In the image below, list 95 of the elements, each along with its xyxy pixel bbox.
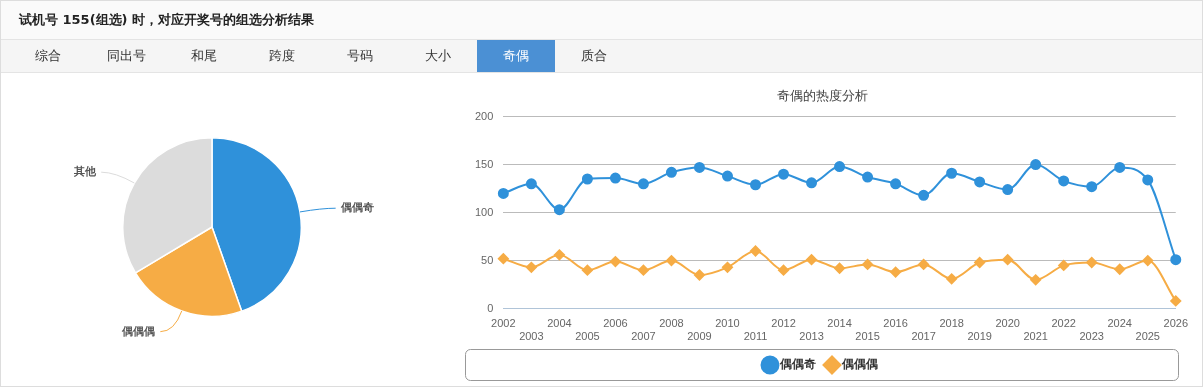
x-tick-label: 2018 xyxy=(939,317,964,330)
x-tick-label: 2002 xyxy=(491,317,516,330)
x-tick-label: 2020 xyxy=(995,317,1020,330)
point xyxy=(1030,274,1042,286)
point xyxy=(890,178,902,190)
point xyxy=(806,254,818,266)
text: 跨度 xyxy=(268,47,296,65)
x-tick-label: 2014 xyxy=(827,317,852,330)
y-tick-label: 100 xyxy=(474,205,494,218)
point xyxy=(1058,259,1070,271)
slice-label: 偶偶偶 xyxy=(121,324,156,338)
point xyxy=(750,245,762,257)
point xyxy=(834,262,846,274)
y-tick-label: 200 xyxy=(474,109,494,122)
point xyxy=(525,261,537,273)
point xyxy=(1058,175,1070,187)
point xyxy=(581,173,593,185)
point xyxy=(553,204,565,216)
point xyxy=(637,264,649,276)
x-tick-label: 2015 xyxy=(855,330,880,343)
text: 试机号 155(组选) 时，对应开奖号的组选分析结果 xyxy=(1,1,1202,40)
text: 和尾 xyxy=(190,47,218,65)
point xyxy=(806,177,818,189)
point xyxy=(497,253,509,265)
y-tick-label: 0 xyxy=(487,301,494,314)
point xyxy=(750,179,762,191)
point xyxy=(1002,254,1014,266)
point xyxy=(1170,254,1182,266)
point xyxy=(1114,161,1126,173)
point xyxy=(834,161,846,173)
point xyxy=(1030,159,1042,171)
text: 同出号 xyxy=(105,47,147,65)
point xyxy=(946,167,958,179)
point xyxy=(778,264,790,276)
chart-title: 奇偶的热度分析 xyxy=(776,88,868,104)
point xyxy=(862,171,874,183)
point xyxy=(1142,255,1154,267)
x-tick-label: 2026 xyxy=(1163,317,1189,330)
x-tick-label: 2006 xyxy=(603,317,628,330)
point xyxy=(553,249,565,261)
point xyxy=(946,273,958,285)
y-tick-label: 50 xyxy=(481,253,494,266)
x-tick-label: 2024 xyxy=(1107,317,1132,330)
text: 大小 xyxy=(424,47,452,65)
point xyxy=(974,176,986,188)
x-tick-label: 2017 xyxy=(911,330,936,343)
point xyxy=(721,261,733,273)
x-tick-label: 2025 xyxy=(1135,330,1160,343)
x-tick-label: 2011 xyxy=(743,330,768,343)
x-tick-label: 2008 xyxy=(659,317,684,330)
point xyxy=(1086,181,1098,193)
point xyxy=(890,266,902,278)
text: 综合 xyxy=(34,47,62,65)
point xyxy=(665,166,677,178)
point xyxy=(1142,174,1154,186)
point xyxy=(1002,184,1014,196)
point xyxy=(918,258,930,270)
point xyxy=(665,255,677,267)
point xyxy=(609,172,621,184)
x-tick-label: 2009 xyxy=(687,330,712,343)
x-tick-label: 2016 xyxy=(883,317,908,330)
x-tick-label: 2003 xyxy=(519,330,544,343)
point xyxy=(609,256,621,268)
x-tick-label: 2019 xyxy=(967,330,992,343)
point xyxy=(637,178,649,190)
point xyxy=(721,170,733,182)
y-tick-label: 150 xyxy=(474,157,494,170)
x-tick-label: 2005 xyxy=(575,330,600,343)
point xyxy=(1114,263,1126,275)
x-tick-label: 2012 xyxy=(771,317,796,330)
point xyxy=(1170,295,1182,307)
text: 奇偶 xyxy=(477,40,555,72)
x-tick-label: 2021 xyxy=(1023,330,1048,343)
text: 号码 xyxy=(346,47,374,65)
x-tick-label: 2004 xyxy=(547,317,572,330)
point xyxy=(525,178,537,190)
x-tick-label: 2010 xyxy=(715,317,740,330)
point xyxy=(693,161,705,173)
text: 质合 xyxy=(580,47,608,65)
point xyxy=(778,168,790,180)
legend-label: 偶偶偶 xyxy=(841,357,878,372)
legend-label: 偶偶奇 xyxy=(779,357,816,372)
point xyxy=(974,257,986,269)
point xyxy=(581,264,593,276)
x-tick-label: 2013 xyxy=(799,330,824,343)
x-tick-label: 2007 xyxy=(631,330,656,343)
x-tick-label: 2022 xyxy=(1051,317,1076,330)
point xyxy=(497,187,509,199)
slice-label: 其他 xyxy=(73,165,98,179)
point xyxy=(693,269,705,281)
point xyxy=(862,258,874,270)
point xyxy=(918,189,930,201)
slice-label: 偶偶奇 xyxy=(339,201,374,215)
point xyxy=(1086,257,1098,269)
x-tick-label: 2023 xyxy=(1079,330,1104,343)
